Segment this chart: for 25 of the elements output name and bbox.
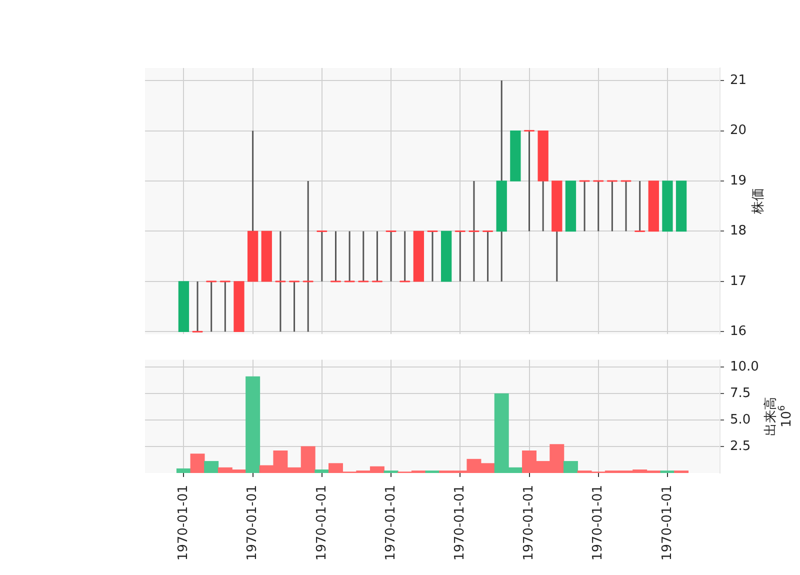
x-tick-label: 1970-01-01 <box>383 485 398 561</box>
y-tick-label: 17 <box>730 274 747 289</box>
bar <box>314 469 330 473</box>
y-tick-label: 7.5 <box>730 386 751 402</box>
y-tick-label: 20 <box>730 123 747 138</box>
y-tick-label: 19 <box>730 173 747 188</box>
y-tick-label: 18 <box>730 224 747 239</box>
x-tick-label: 1970-01-01 <box>590 485 606 561</box>
x-tick-label: 1970-01-01 <box>314 485 330 561</box>
x-tick-label: 1970-01-01 <box>660 485 675 561</box>
y-axis-title: 株価 <box>750 188 766 216</box>
x-tick-label: 1970-01-01 <box>176 485 192 561</box>
bar <box>190 454 205 473</box>
y-tick-label: 5.0 <box>730 412 751 428</box>
bar <box>246 376 260 473</box>
bar <box>204 461 219 473</box>
bar <box>176 468 191 473</box>
y-tick-label: 10.0 <box>730 360 759 375</box>
y-tick-label: 21 <box>730 72 747 88</box>
bar <box>563 461 578 473</box>
x-tick-label: 1970-01-01 <box>452 485 468 561</box>
y-tick-label: 2.5 <box>730 438 751 454</box>
x-tick-label: 1970-01-01 <box>245 485 260 561</box>
x-tick-label: 1970-01-01 <box>522 485 537 561</box>
y-tick-label: 16 <box>730 324 747 340</box>
